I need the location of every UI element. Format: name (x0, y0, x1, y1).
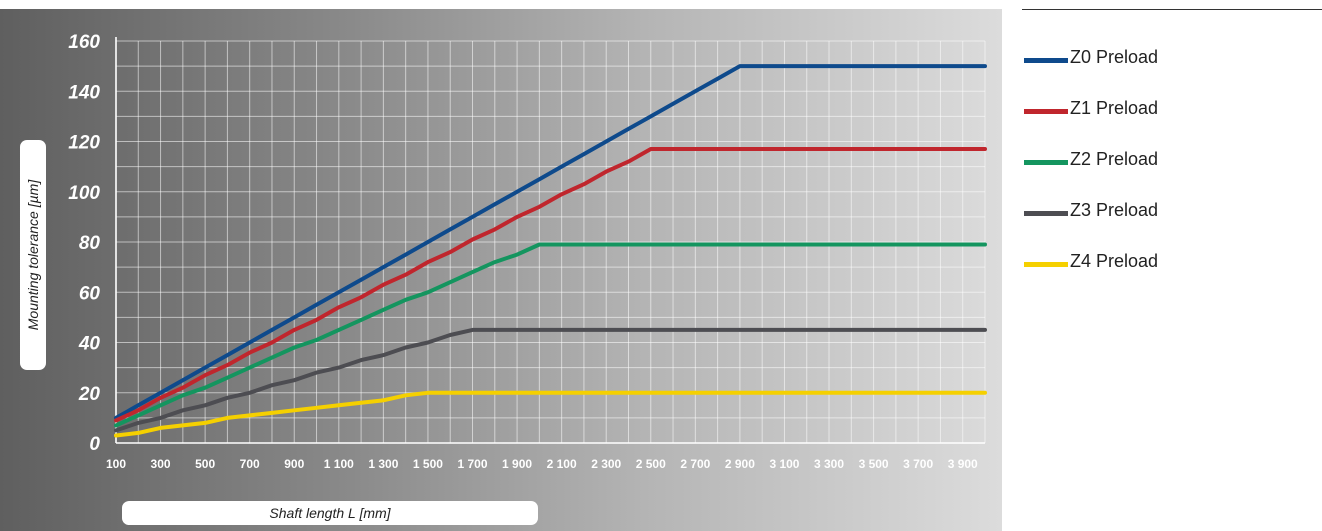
y-tick-label: 100 (68, 183, 100, 204)
y-tick-label: 160 (68, 32, 100, 53)
y-tick-label: 60 (79, 283, 101, 304)
legend-item-z2: Z2 Preload (1024, 146, 1158, 172)
x-tick-label: 300 (151, 457, 171, 471)
x-tick-label: 3 700 (903, 457, 933, 471)
x-axis-label-box: Shaft length L [mm] (122, 501, 538, 525)
legend-label-z2: Z2 Preload (1070, 148, 1159, 169)
legend-item-z4: Z4 Preload (1024, 248, 1158, 274)
x-tick-label: 3 300 (814, 457, 844, 471)
x-tick-label: 1 900 (502, 457, 532, 471)
y-tick-labels: 0 20 40 60 80 100 120 140 160 (68, 32, 100, 455)
x-tick-label: 700 (240, 457, 260, 471)
x-tick-label: 1 700 (457, 457, 487, 471)
legend: Z0 Preload Z1 Preload Z2 Preload Z3 Prel… (1024, 44, 1158, 299)
x-tick-label: 1 100 (324, 457, 354, 471)
y-axis-label-box (20, 140, 46, 370)
series-line-z3 (114, 327, 987, 433)
legend-item-z3: Z3 Preload (1024, 197, 1158, 223)
x-tick-labels: 100 300 500 700 900 1 100 1 300 1 500 1 700 1 900… (106, 457, 978, 471)
x-tick-label: 1 300 (368, 457, 398, 471)
x-tick-label: 2 700 (680, 457, 710, 471)
top-rule (1022, 9, 1322, 10)
y-tick-label: 140 (68, 82, 100, 103)
x-tick-label: 1 500 (413, 457, 443, 471)
legend-swatch-z1 (1024, 108, 1068, 114)
legend-item-z0: Z0 Preload (1024, 44, 1158, 70)
series-line-z4 (114, 390, 987, 438)
x-tick-label: 900 (284, 457, 304, 471)
x-tick-label: 100 (106, 457, 126, 471)
x-tick-label: 2 500 (636, 457, 666, 471)
x-tick-label: 2 300 (591, 457, 621, 471)
y-tick-label: 40 (78, 334, 101, 355)
chart-svg: 0 20 40 60 80 100 120 140 160 100 300 500 700 900 1 1… (68, 32, 987, 471)
x-tick-label: 500 (195, 457, 215, 471)
x-tick-label: 3 100 (769, 457, 799, 471)
series-lines (114, 64, 987, 438)
legend-label-z1: Z1 Preload (1070, 97, 1159, 118)
series-line-z1 (114, 147, 987, 423)
legend-swatch-z0 (1024, 57, 1068, 63)
x-tick-label: 2 900 (725, 457, 755, 471)
series-line-z0 (114, 64, 987, 420)
legend-label-z3: Z3 Preload (1070, 199, 1159, 220)
y-tick-label: 0 (89, 434, 100, 455)
y-tick-label: 80 (79, 233, 101, 254)
legend-swatch-z4 (1024, 261, 1068, 267)
y-tick-label: 20 (78, 384, 101, 405)
x-tick-label: 3 900 (948, 457, 978, 471)
x-tick-label: 3 500 (859, 457, 889, 471)
chart-panel (0, 9, 1002, 531)
legend-item-z1: Z1 Preload (1024, 95, 1158, 121)
legend-swatch-z2 (1024, 159, 1068, 165)
legend-swatch-z3 (1024, 210, 1068, 216)
y-tick-label: 120 (68, 133, 100, 154)
x-axis-label: Shaft length L [mm] (269, 505, 391, 521)
axes (115, 37, 985, 444)
legend-label-z0: Z0 Preload (1070, 46, 1159, 67)
series-line-z2 (114, 242, 987, 428)
y-axis-label: Mounting tolerance [µm] (25, 179, 41, 331)
grid (115, 40, 986, 444)
legend-label-z4: Z4 Preload (1070, 250, 1159, 271)
x-tick-label: 2 100 (547, 457, 577, 471)
